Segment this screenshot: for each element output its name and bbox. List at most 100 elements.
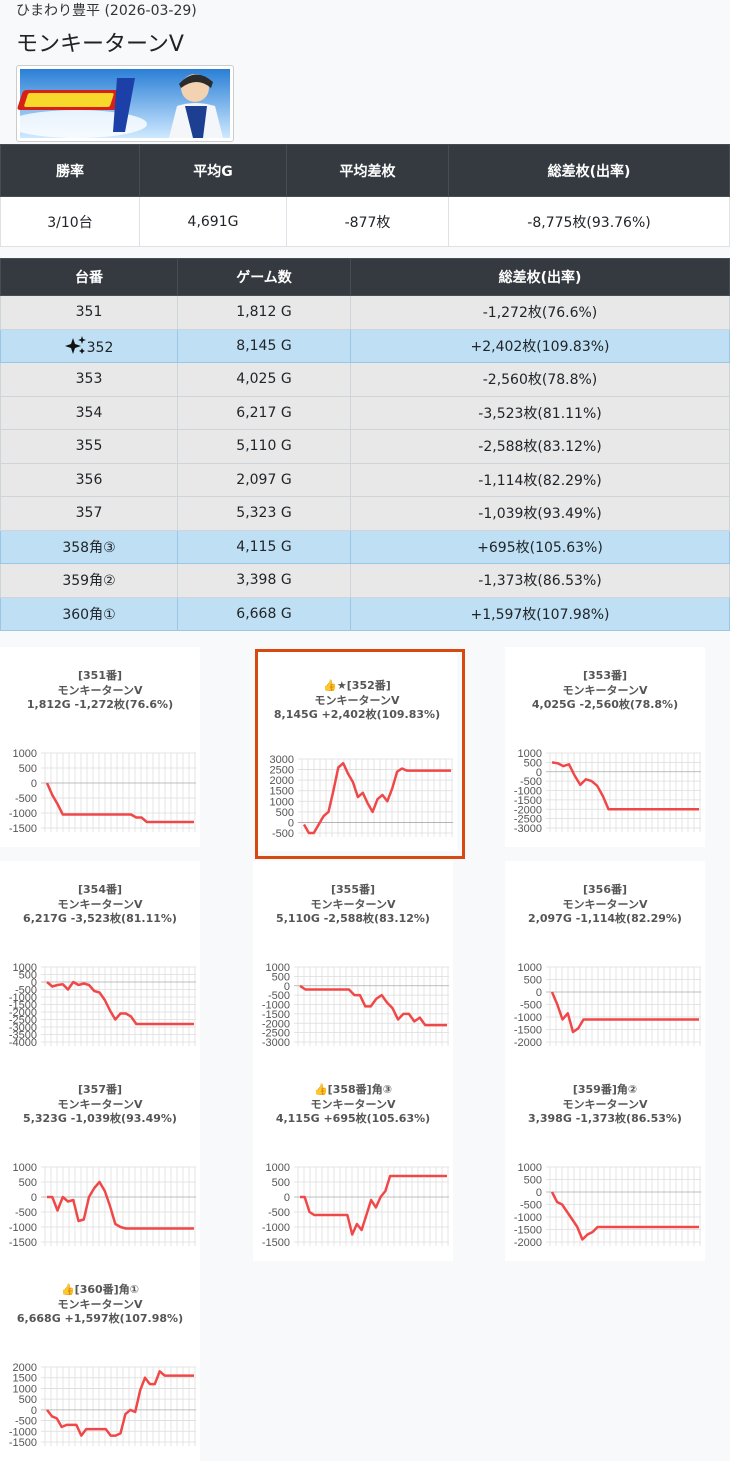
y-tick-label: -2500 xyxy=(262,1028,290,1040)
balance-line xyxy=(300,1174,447,1236)
unit-number-cell[interactable]: 357 xyxy=(0,496,178,531)
unit-diff-cell: +695枚(105.63%) xyxy=(350,529,730,564)
unit-number-cell[interactable]: 356 xyxy=(0,462,178,497)
machine-banner-image xyxy=(16,65,234,142)
table-row[interactable]: 360角① 6,668 G +1,597枚(107.98%) xyxy=(0,596,730,631)
unit-chart-card[interactable]: [359番]角② モンキーターンV 3,398G -1,373枚(86.53%) 10… xyxy=(505,1061,705,1261)
y-tick-label: 500 xyxy=(272,1177,290,1189)
unit-number-label: 356 xyxy=(75,471,103,488)
y-tick-label: -3000 xyxy=(514,823,542,835)
unit-games-cell: 3,398 G xyxy=(177,563,351,598)
unit-chart-card[interactable]: [355番] モンキーターンV 5,110G -2,588枚(83.12%) 1000… xyxy=(253,861,453,1061)
unit-diff-cell: -1,039枚(93.49%) xyxy=(350,496,730,531)
balance-line xyxy=(45,782,194,824)
y-tick-label: -500 xyxy=(15,793,37,805)
card-title: [351番] xyxy=(77,669,123,682)
y-tick-label: 500 xyxy=(19,1177,37,1189)
y-tick-label: 1000 xyxy=(13,1383,37,1395)
unit-diff-cell: -2,588枚(83.12%) xyxy=(350,429,730,464)
sparkle-icon xyxy=(64,335,87,356)
unit-number-cell[interactable]: 353 xyxy=(0,362,178,397)
unit-history-chart: 1000 500 0 -500 -1000 -1500 xyxy=(9,748,196,835)
unit-chart-card[interactable]: [353番] モンキーターンV 4,025G -2,560枚(78.8%) 1000 5… xyxy=(505,647,705,847)
unit-chart-card[interactable]: [351番] モンキーターンV 1,812G -1,272枚(76.6%) 1000 5… xyxy=(0,647,200,847)
table-row[interactable]: 358角③ 4,115 G +695枚(105.63%) xyxy=(0,529,730,564)
y-tick-label: -1500 xyxy=(9,823,37,835)
y-tick-label: -500 xyxy=(268,990,290,1002)
unit-number-cell[interactable]: 360角① xyxy=(0,596,178,631)
unit-history-chart: 1000 500 0 -500 -1000 -1500 xyxy=(262,1162,449,1249)
y-tick-label: -500 xyxy=(15,1207,37,1219)
unit-number-label: 354 xyxy=(75,404,103,421)
y-tick-label: -500 xyxy=(520,776,542,788)
y-tick-label: -1000 xyxy=(9,1426,37,1438)
y-tick-label: 500 xyxy=(276,807,294,819)
y-tick-label: 0 xyxy=(284,1192,290,1204)
summary-avg-diff-value: -877枚 xyxy=(286,196,449,247)
y-tick-label: -500 xyxy=(520,1000,542,1012)
y-tick-label: -1500 xyxy=(9,1437,37,1449)
card-machine: モンキーターンV xyxy=(57,683,143,697)
unit-number-label: 353 xyxy=(75,371,103,388)
unit-number-cell[interactable]: 352 xyxy=(0,328,178,363)
unit-chart-card[interactable]: 👍[358番]角③ モンキーターンV 4,115G +695枚(105.63%) 10… xyxy=(253,1061,453,1261)
unit-chart-card[interactable]: [354番] モンキーターンV 6,217G -3,523枚(81.11%) 1000… xyxy=(0,861,200,1061)
unit-chart-card[interactable]: [356番] モンキーターンV 2,097G -1,114枚(82.29%) 1000… xyxy=(505,861,705,1061)
table-row[interactable]: 356 2,097 G -1,114枚(82.29%) xyxy=(0,462,730,497)
unit-chart-card[interactable]: [357番] モンキーターンV 5,323G -1,039枚(93.49%) 1000… xyxy=(0,1061,200,1261)
unit-number-label: 352 xyxy=(86,339,114,356)
y-tick-label: 500 xyxy=(524,1175,542,1187)
y-tick-label: -500 xyxy=(268,1207,290,1219)
table-row[interactable]: 353 4,025 G -2,560枚(78.8%) xyxy=(0,362,730,397)
unit-games-cell: 1,812 G xyxy=(177,295,351,330)
card-title: [355番] xyxy=(330,883,376,896)
table-row[interactable]: 355 5,110 G -2,588枚(83.12%) xyxy=(0,429,730,464)
card-title: [359番]角② xyxy=(572,1083,638,1096)
unit-games-cell: 5,110 G xyxy=(177,429,351,464)
table-row[interactable]: 354 6,217 G -3,523枚(81.11%) xyxy=(0,395,730,430)
balance-line xyxy=(46,1370,194,1437)
summary-header-total-diff: 総差枚(出率) xyxy=(448,144,730,197)
y-tick-label: 0 xyxy=(31,778,37,790)
table-row[interactable]: 359角② 3,398 G -1,373枚(86.53%) xyxy=(0,563,730,598)
page-title: モンキーターンV xyxy=(16,32,184,57)
card-stats: 5,110G -2,588枚(83.12%) xyxy=(276,912,430,925)
unit-number-cell[interactable]: 355 xyxy=(0,429,178,464)
y-tick-label: -1000 xyxy=(262,1000,290,1012)
summary-header-avg-games: 平均G xyxy=(139,144,287,197)
y-tick-label: -500 xyxy=(15,1416,37,1428)
unit-games-cell: 5,323 G xyxy=(177,496,351,531)
card-stats: 5,323G -1,039枚(93.49%) xyxy=(23,1112,177,1125)
card-stats: 6,668G +1,597枚(107.98%) xyxy=(16,1312,184,1325)
table-row[interactable]: 352 8,145 G +2,402枚(109.83%) xyxy=(0,328,730,363)
card-stats: 4,115G +695枚(105.63%) xyxy=(275,1112,431,1125)
unit-number-cell[interactable]: 354 xyxy=(0,395,178,430)
y-tick-label: -2000 xyxy=(514,1037,542,1049)
table-row[interactable]: 357 5,323 G -1,039枚(93.49%) xyxy=(0,496,730,531)
unit-number-cell[interactable]: 359角② xyxy=(0,563,178,598)
unit-number-cell[interactable]: 358角③ xyxy=(0,529,178,564)
unit-chart-card[interactable]: 👍★[352番] モンキーターンV 8,145G +2,402枚(109.83%) 3… xyxy=(257,651,457,851)
unit-history-chart: 10005000-500-1000-1500-2000-2500-3000-35… xyxy=(9,962,196,1049)
y-tick-label: 0 xyxy=(536,987,542,999)
summary-avg-games-value: 4,691G xyxy=(139,196,287,247)
unit-chart-card[interactable]: 👍[360番]角① モンキーターンV 6,668G +1,597枚(107.98%)… xyxy=(0,1261,200,1461)
summary-header-winrate: 勝率 xyxy=(0,144,140,197)
unit-number-cell[interactable]: 351 xyxy=(0,295,178,330)
y-tick-label: -2000 xyxy=(262,1018,290,1030)
units-header-games: ゲーム数 xyxy=(177,258,351,296)
card-title: 👍★[352番] xyxy=(323,679,391,692)
y-tick-label: 2000 xyxy=(270,775,294,787)
table-row[interactable]: 351 1,812 G -1,272枚(76.6%) xyxy=(0,295,730,330)
unit-history-chart: 1000 500 0 -500 -1000 -1500 xyxy=(9,1162,196,1249)
y-tick-label: -1000 xyxy=(9,808,37,820)
y-tick-label: -1000 xyxy=(9,1222,37,1234)
balance-line xyxy=(550,1191,699,1241)
y-tick-label: -1500 xyxy=(514,795,542,807)
y-tick-label: 500 xyxy=(524,975,542,987)
y-tick-label: 500 xyxy=(19,763,37,775)
